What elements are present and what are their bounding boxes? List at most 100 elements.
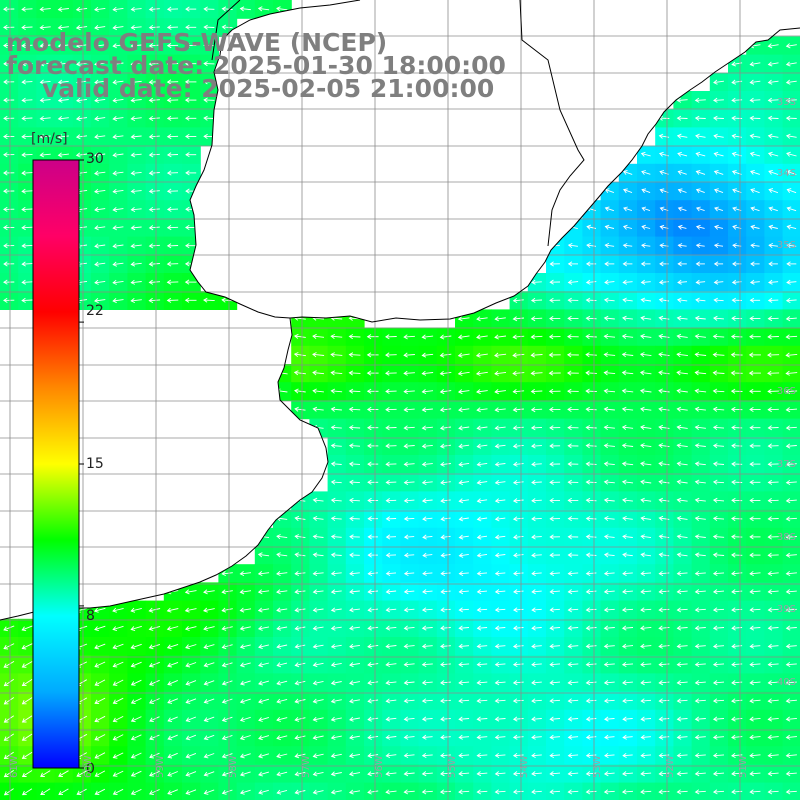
wind-arrow xyxy=(476,534,488,540)
wind-arrow xyxy=(749,388,761,394)
wind-arrow xyxy=(276,789,288,795)
wind-arrow xyxy=(312,735,324,741)
wind-arrow xyxy=(512,771,524,777)
wind-arrow xyxy=(239,625,251,631)
wind-arrow xyxy=(494,589,506,595)
wind-arrow xyxy=(677,279,688,285)
wind-arrow xyxy=(712,570,725,576)
wind-arrow xyxy=(604,279,615,285)
wind-arrow xyxy=(786,279,797,285)
wind-arrow xyxy=(148,661,160,668)
wind-arrow xyxy=(330,388,343,394)
lon-label-57w: 57W xyxy=(301,755,312,778)
wind-arrow xyxy=(422,516,433,522)
lon-label-56w: 56W xyxy=(374,755,385,778)
wind-arrow xyxy=(167,679,178,686)
wind-arrow xyxy=(677,170,687,175)
wind-arrow xyxy=(130,734,142,741)
wind-arrow xyxy=(440,643,451,649)
wind-arrow xyxy=(221,644,233,650)
wind-arrow xyxy=(166,134,179,140)
wind-arrow xyxy=(112,298,124,304)
wind-arrow xyxy=(548,334,561,340)
wind-arrow xyxy=(622,771,633,777)
wind-arrow xyxy=(403,498,415,504)
wind-arrow xyxy=(276,552,288,558)
wind-arrow xyxy=(585,607,597,613)
wind-arrow xyxy=(94,643,106,650)
wind-arrow xyxy=(3,115,15,121)
wind-arrow xyxy=(421,370,434,376)
wind-arrow xyxy=(585,680,597,686)
wind-arrow xyxy=(494,534,506,540)
wind-arrow xyxy=(294,625,306,631)
wind-arrow xyxy=(712,443,725,449)
wind-arrow xyxy=(185,771,197,777)
wind-arrow xyxy=(21,61,33,67)
wind-arrow xyxy=(658,352,670,358)
wind-arrow xyxy=(330,497,342,503)
wind-arrow xyxy=(712,461,725,467)
wind-arrow xyxy=(676,315,688,321)
wind-arrow xyxy=(531,498,542,504)
wind-arrow xyxy=(148,225,160,231)
wind-arrow xyxy=(421,698,433,704)
wind-arrow xyxy=(749,425,761,431)
wind-arrow xyxy=(749,115,761,121)
wind-arrow xyxy=(513,625,524,631)
wind-arrow xyxy=(622,515,633,521)
wind-arrow xyxy=(695,151,706,157)
lon-label-59w: 59W xyxy=(155,755,166,778)
wind-arrow xyxy=(203,24,215,30)
wind-arrow xyxy=(731,661,743,667)
wind-arrow xyxy=(694,680,706,686)
wind-arrow xyxy=(240,771,251,777)
wind-arrow xyxy=(767,789,779,795)
wind-arrow xyxy=(239,698,251,704)
wind-arrow xyxy=(57,61,69,67)
wind-arrow xyxy=(494,716,506,722)
wind-arrow xyxy=(330,443,342,449)
wind-arrow xyxy=(203,97,215,103)
wind-arrow xyxy=(3,788,14,796)
colorbar-unit: [m/s] xyxy=(31,131,68,147)
wind-arrow xyxy=(786,188,797,194)
wind-arrow xyxy=(203,644,215,650)
wind-arrow xyxy=(403,461,415,467)
wind-arrow xyxy=(185,716,197,723)
wind-arrow xyxy=(112,715,124,723)
wind-arrow xyxy=(749,316,761,321)
wind-arrow xyxy=(549,589,560,595)
wind-arrow xyxy=(203,115,215,121)
lon-label-51w: 51W xyxy=(738,755,749,778)
wind-arrow xyxy=(112,734,124,741)
wind-arrow xyxy=(658,625,670,631)
wind-arrow xyxy=(367,680,379,686)
wind-arrow xyxy=(385,479,397,485)
wind-arrow xyxy=(767,297,779,303)
wind-arrow xyxy=(785,716,797,722)
wind-arrow xyxy=(548,370,561,376)
wind-arrow xyxy=(712,334,725,340)
wind-arrow xyxy=(457,334,470,340)
wind-arrow xyxy=(21,134,33,140)
wind-arrow xyxy=(94,788,106,795)
wind-arrow xyxy=(641,188,651,194)
wind-arrow xyxy=(40,770,51,777)
wind-arrow xyxy=(403,425,415,431)
wind-arrow xyxy=(730,352,743,358)
wind-arrow xyxy=(421,771,433,777)
wind-arrow xyxy=(585,771,597,777)
wind-arrow xyxy=(549,461,561,467)
wind-arrow xyxy=(476,570,488,576)
wind-arrow xyxy=(130,207,142,213)
wind-arrow xyxy=(785,516,797,522)
wind-arrow xyxy=(312,607,324,613)
wind-arrow xyxy=(585,570,597,576)
wind-arrow xyxy=(348,352,361,358)
wind-arrow xyxy=(94,225,106,231)
wind-arrow xyxy=(330,479,342,485)
wind-arrow xyxy=(695,133,706,139)
wind-arrow xyxy=(21,43,33,49)
